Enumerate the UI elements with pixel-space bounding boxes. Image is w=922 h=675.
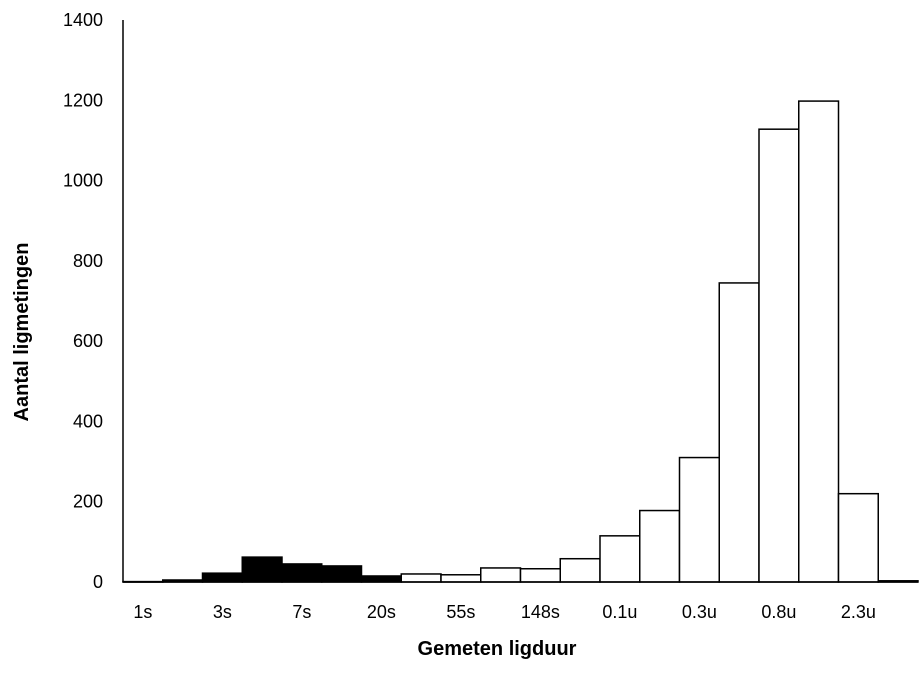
white-bar-11 bbox=[559, 557, 601, 583]
y-tick-label: 1200 bbox=[63, 90, 103, 110]
y-ticks-group: 0 200 400 600 800 1000 1200 1400 bbox=[63, 10, 103, 592]
white-bar-18 bbox=[837, 492, 879, 583]
black-bar-6 bbox=[360, 575, 402, 583]
white-bar-17 bbox=[798, 100, 840, 583]
black-bar-3 bbox=[241, 556, 283, 583]
y-axis-title: Aantal ligmetingen bbox=[11, 243, 33, 422]
x-tick-label: 2.3u bbox=[841, 602, 876, 622]
bars-group bbox=[122, 100, 919, 583]
x-tick-label: 55s bbox=[446, 602, 475, 622]
x-tick-label: 3s bbox=[213, 602, 232, 622]
white-bar-14 bbox=[678, 456, 720, 583]
white-bar-8 bbox=[440, 574, 482, 583]
x-tick-label: 7s bbox=[292, 602, 311, 622]
black-bar-2 bbox=[201, 572, 243, 583]
x-tick-label: 20s bbox=[367, 602, 396, 622]
x-tick-label: 0.3u bbox=[682, 602, 717, 622]
x-axis-title: Gemeten ligduur bbox=[418, 638, 577, 660]
axes-group bbox=[122, 20, 918, 583]
white-bar-9 bbox=[480, 567, 522, 583]
white-bar-16 bbox=[758, 128, 800, 583]
white-bar-10 bbox=[519, 568, 561, 583]
black-bar-5 bbox=[321, 565, 363, 583]
black-bar-4 bbox=[281, 563, 323, 583]
white-bar-15 bbox=[718, 282, 760, 583]
y-tick-label: 0 bbox=[93, 572, 103, 592]
white-bar-7 bbox=[400, 573, 442, 583]
y-tick-label: 400 bbox=[73, 411, 103, 431]
x-tick-label: 148s bbox=[521, 602, 560, 622]
x-tick-label: 0.8u bbox=[761, 602, 796, 622]
y-tick-label: 600 bbox=[73, 331, 103, 351]
white-bar-13 bbox=[639, 509, 681, 583]
y-tick-label: 200 bbox=[73, 492, 103, 512]
white-bar-12 bbox=[599, 535, 641, 583]
x-tick-label: 1s bbox=[133, 602, 152, 622]
x-ticks-group: 1s 3s 7s 20s 55s 148s 0.1u 0.3u 0.8u 2.3u bbox=[133, 602, 876, 622]
y-tick-label: 1400 bbox=[63, 10, 103, 30]
y-tick-label: 1000 bbox=[63, 171, 103, 191]
y-tick-label: 800 bbox=[73, 251, 103, 271]
x-tick-label: 0.1u bbox=[602, 602, 637, 622]
